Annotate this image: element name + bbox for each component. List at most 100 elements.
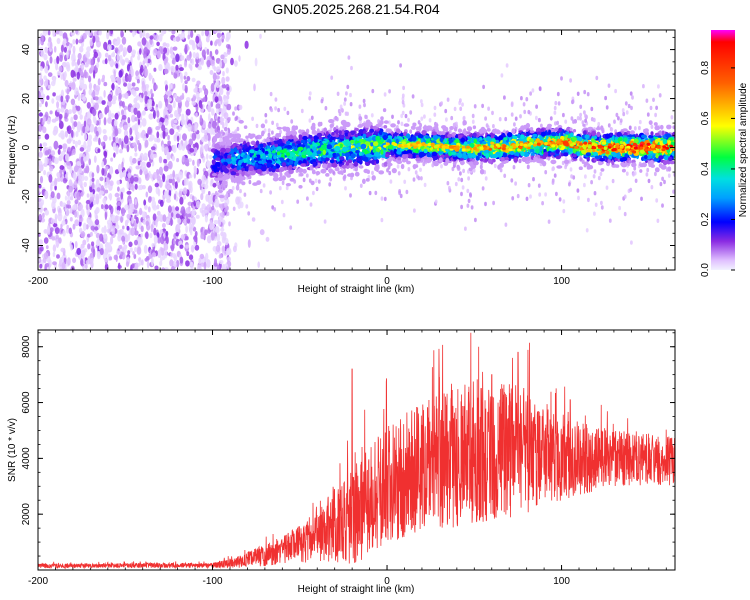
heatmap-cell	[66, 224, 69, 230]
heatmap-cell	[169, 113, 174, 118]
heatmap-cell	[154, 34, 160, 42]
heatmap-cell	[178, 171, 184, 180]
heatmap-cell	[118, 70, 123, 78]
heatmap-cell	[147, 206, 151, 213]
heatmap-cell	[49, 110, 53, 115]
heatmap-cell	[80, 70, 84, 77]
heatmap-cell	[75, 38, 79, 45]
heatmap-cell	[175, 36, 181, 42]
heatmap-cell	[248, 179, 252, 185]
heatmap-cell	[56, 172, 61, 178]
heatmap-cell	[127, 207, 133, 216]
heatmap-cell	[444, 108, 448, 114]
heatmap-cell	[123, 244, 128, 250]
heatmap-cell	[147, 197, 152, 203]
heatmap-cell	[112, 95, 117, 102]
heatmap-cell	[151, 200, 157, 210]
heatmap-cell	[139, 48, 142, 55]
heatmap-cell	[440, 101, 443, 106]
heatmap-cell	[446, 97, 450, 102]
heatmap-cell	[176, 135, 180, 142]
heatmap-cell	[152, 154, 158, 158]
heatmap-cell	[647, 178, 651, 184]
heatmap-cell	[79, 77, 85, 86]
heatmap-cell	[179, 244, 184, 249]
heatmap-cell	[152, 110, 156, 119]
heatmap-cell	[191, 100, 196, 106]
heatmap-cell	[440, 164, 443, 169]
heatmap-cell	[201, 49, 206, 58]
heatmap-cell	[183, 75, 187, 80]
heatmap-cell	[529, 194, 532, 199]
heatmap-cell	[109, 166, 113, 175]
heatmap-cell	[310, 115, 314, 121]
heatmap-cell	[145, 220, 149, 227]
heatmap-cell	[576, 188, 580, 193]
heatmap-cell	[213, 66, 217, 72]
heatmap-cell	[579, 104, 583, 110]
heatmap-cell	[317, 179, 321, 184]
heatmap-cell	[462, 120, 467, 126]
heatmap-cell	[210, 101, 214, 108]
heatmap-cell	[194, 85, 198, 94]
heatmap-cell	[207, 105, 212, 113]
heatmap-cell	[466, 203, 470, 208]
heatmap-cell	[120, 216, 124, 224]
heatmap-cell	[185, 244, 189, 249]
heatmap-cell	[305, 173, 309, 178]
heatmap-cell	[538, 86, 542, 92]
heatmap-cell	[115, 215, 119, 223]
heatmap-cell	[212, 72, 217, 81]
heatmap-cell	[253, 83, 256, 92]
heatmap-cell	[225, 76, 230, 82]
heatmap-cell	[38, 239, 43, 246]
heatmap-cell	[349, 193, 352, 198]
heatmap-cell	[155, 126, 161, 131]
heatmap-cell	[471, 113, 475, 119]
heatmap-cell	[298, 129, 303, 134]
heatmap-cell	[151, 243, 155, 248]
heatmap-cell	[112, 225, 116, 230]
heatmap-cell	[338, 111, 342, 117]
heatmap-cell	[148, 113, 154, 120]
heatmap-cell	[134, 152, 138, 157]
heatmap-cell	[156, 204, 160, 210]
heatmap-cell	[223, 232, 227, 238]
heatmap-cell	[61, 261, 66, 270]
heatmap-cell	[101, 167, 105, 176]
heatmap-cell	[141, 37, 147, 46]
heatmap-cell	[259, 229, 265, 236]
heatmap-cell	[153, 67, 157, 72]
heatmap-cell	[512, 165, 516, 170]
heatmap-cell	[144, 57, 148, 64]
heatmap-cell	[139, 169, 143, 176]
heatmap-cell	[208, 113, 211, 122]
heatmap-cell	[133, 107, 138, 116]
heatmap-cell	[143, 244, 148, 254]
heatmap-cell	[73, 180, 78, 189]
heatmap-cell	[163, 47, 168, 54]
heatmap-cell	[374, 190, 378, 196]
heatmap-cell	[183, 177, 187, 186]
heatmap-cell	[666, 124, 672, 130]
heatmap-cell	[78, 167, 83, 174]
heatmap-cell	[77, 58, 81, 66]
heatmap-cell	[144, 95, 148, 104]
heatmap-cell	[235, 196, 241, 205]
heatmap-cell	[265, 236, 270, 242]
heatmap-cell	[540, 123, 543, 128]
heatmap-cell	[74, 241, 78, 249]
heatmap-cell	[592, 174, 596, 179]
heatmap-cell	[119, 171, 123, 179]
heatmap-cell	[579, 112, 582, 118]
heatmap-cell	[323, 219, 327, 224]
heatmap-cell	[170, 65, 176, 73]
heatmap-cell	[193, 200, 196, 207]
heatmap-cell	[99, 176, 104, 182]
heatmap-cell	[226, 211, 230, 216]
heatmap-cell	[359, 183, 363, 188]
heatmap-cell	[158, 156, 163, 164]
heatmap-cell	[92, 188, 95, 195]
heatmap-cell	[428, 125, 433, 131]
heatmap-cell	[282, 213, 286, 218]
